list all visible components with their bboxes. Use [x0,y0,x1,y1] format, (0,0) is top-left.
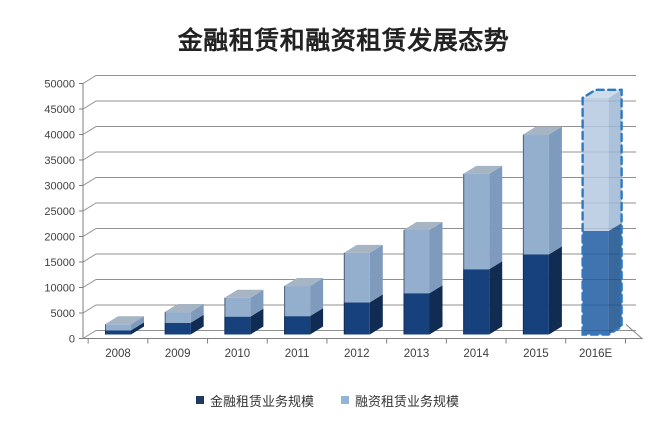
bar-2009-dark-side [190,314,204,335]
chart-title: 金融租赁和融资租赁发展态势 [177,27,510,55]
bar-2009-light [164,312,191,323]
gridline-0 [82,330,636,339]
bar-2015-top [522,126,562,135]
bar-2014-top [463,165,503,174]
y-label-45000: 45000 [44,104,75,116]
y-label-15000: 15000 [44,257,75,269]
gridline-15000 [82,253,636,263]
bar-2012-light [343,252,370,303]
bar-2011-light [284,286,311,317]
y-label-30000: 30000 [44,181,75,193]
gridline-20000 [82,228,636,237]
x-label-2011: 2011 [285,348,310,360]
bar-2016E-light-side [608,89,622,231]
bar-2013-light-side [429,221,443,294]
gridline-35000 [82,151,636,161]
bar-2008-dark [105,330,131,335]
gridline-30000 [82,177,636,186]
y-label-0: 0 [69,334,75,346]
bar-2012-light-side [369,244,383,303]
bar-2014-light [463,173,490,270]
bar-2013-light [403,229,430,294]
bar-2011-light-side [310,278,324,317]
bar-2012-top [343,244,383,253]
bar-2008-top [105,316,144,325]
bar-2016E-dark [582,230,609,335]
bar-2015-light [522,134,549,255]
bar-2008-light-side [131,316,144,331]
gridline-50000 [82,75,636,84]
legend: 金融租赁业务规模 融资租赁业务规模 [0,391,655,410]
gridline-25000 [82,202,636,212]
gridline-10000 [82,279,636,288]
x-label-2016E: 2016E [579,348,613,360]
forecast-outline [581,88,623,336]
bar-2016E-dark-side [608,222,622,335]
x-label-2013: 2013 [404,348,430,360]
bar-2015-light-side [548,126,562,255]
x-label-2015: 2015 [523,348,549,360]
y-label-50000: 50000 [44,79,75,91]
bar-2009-dark [164,322,191,335]
bar-2012-dark [343,302,370,335]
x-label-2008: 2008 [105,348,131,360]
bar-2010-dark-side [250,308,264,335]
bar-2011-top [284,278,324,287]
x-label-2009: 2009 [165,348,191,360]
x-label-2012: 2012 [344,348,370,360]
y-label-10000: 10000 [44,283,75,295]
x-label-2014: 2014 [463,348,489,360]
bar-2013-dark [403,293,430,335]
legend-item-finance-leasing: 融资租赁业务规模 [341,391,459,410]
bar-2010-light [224,297,251,317]
y-label-20000: 20000 [44,232,75,244]
bar-2014-dark [463,269,490,335]
legend-item-financial-leasing: 金融租赁业务规模 [195,391,314,410]
legend-label-finance-leasing: 融资租赁业务规模 [355,394,460,409]
bar-2013-dark-side [429,285,443,335]
bar-2011-dark [284,316,311,335]
gridline-45000 [82,100,636,110]
bar-2009-top [164,304,204,313]
bar-2015-dark-side [548,246,562,335]
bar-2013-top [403,221,443,230]
bar-2016E-light [582,97,609,231]
bar-2015-dark [522,254,549,335]
y-label-25000: 25000 [44,206,75,218]
bar-2011-dark-side [310,308,324,335]
gridline-40000 [82,126,636,135]
legend-label-financial-leasing: 金融租赁业务规模 [209,394,314,409]
bar-2010-dark [224,316,251,335]
legend-swatch-financial-leasing [195,395,204,404]
bar-2010-top [224,289,264,298]
bar-2010-light-side [250,289,264,317]
x-label-2010: 2010 [225,348,251,360]
bar-2008-dark-side [131,322,144,335]
y-label-5000: 5000 [51,308,75,320]
bar-2014-light-side [489,165,503,270]
legend-swatch-finance-leasing [341,395,349,404]
y-label-40000: 40000 [44,130,75,142]
gridline-5000 [82,304,636,314]
bar-2009-light-side [190,304,204,323]
y-label-35000: 35000 [44,155,75,167]
bar-2014-dark-side [489,261,503,335]
bar-2008-light [105,324,131,331]
x-axis-line [83,324,644,339]
bar-2012-dark-side [369,294,383,335]
